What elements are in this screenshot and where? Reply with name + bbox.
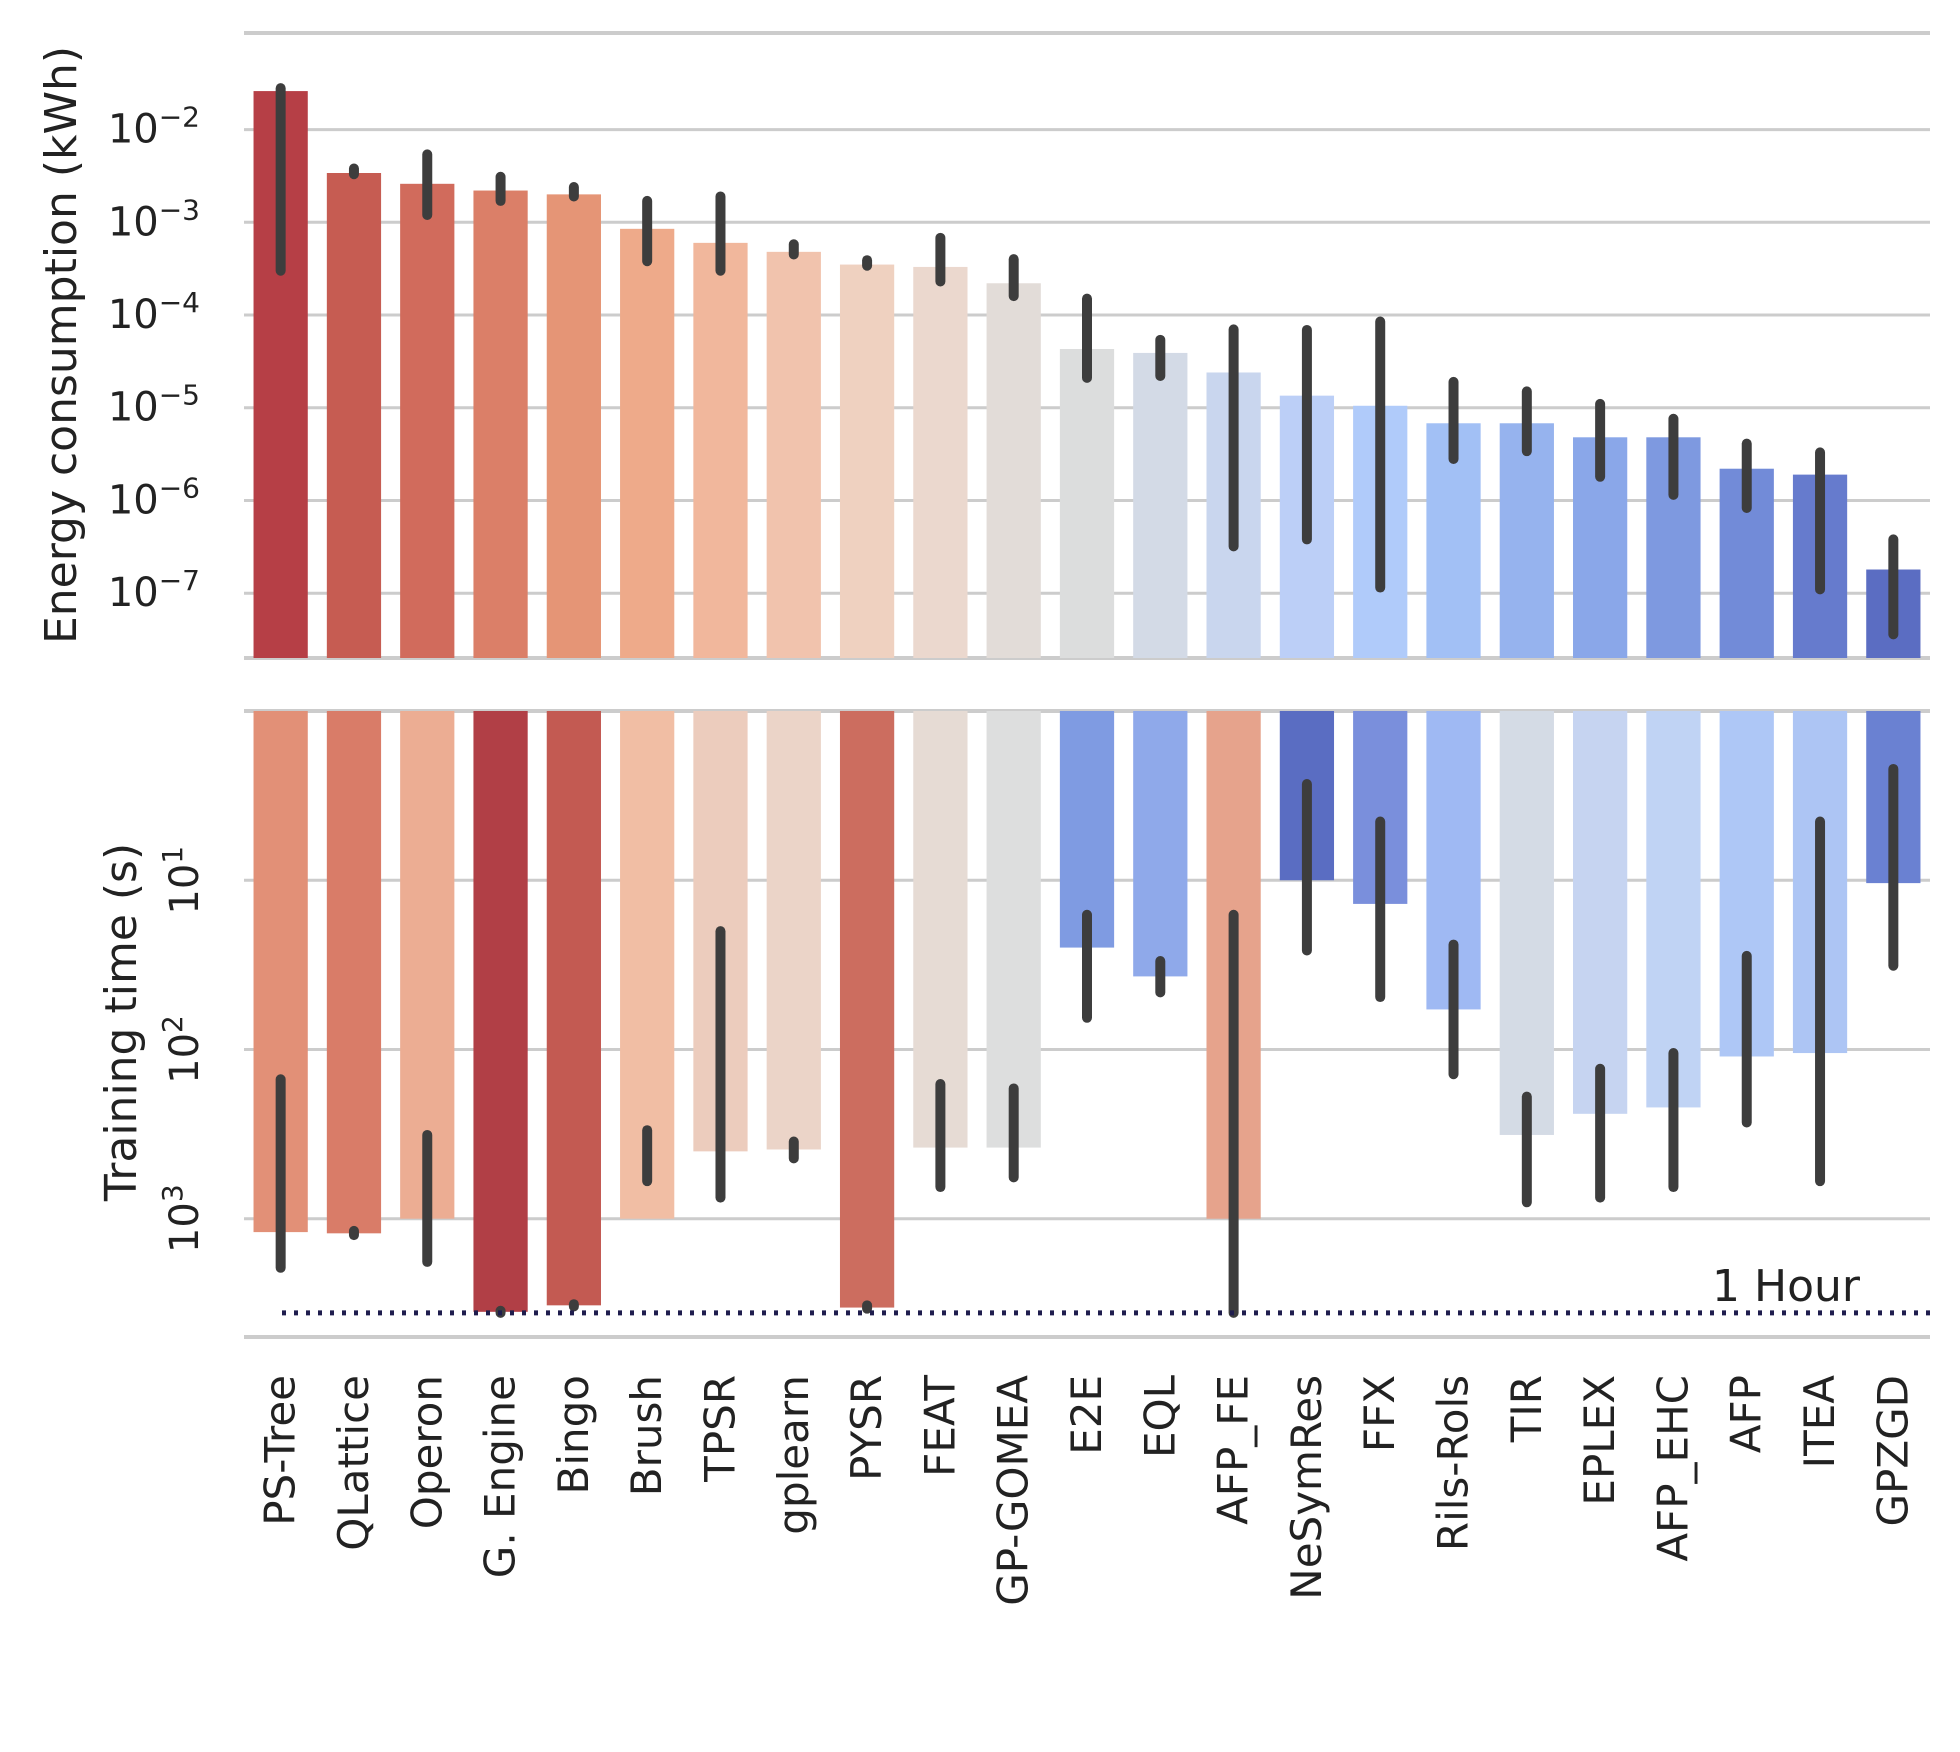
- bar-qlattice: [326, 711, 382, 1234]
- bar-tir: [1499, 423, 1554, 658]
- x-tick-label: FFX: [1355, 1375, 1404, 1452]
- bar-pysr: [839, 711, 895, 1308]
- x-tick-label: TIR: [1502, 1375, 1551, 1443]
- x-tick-label: Rils-Rols: [1429, 1375, 1478, 1551]
- y-axis-label-training-time: Training time (s): [96, 843, 147, 1202]
- bar-gp-gomea: [986, 283, 1041, 658]
- x-tick-label: gplearn: [769, 1375, 818, 1535]
- bar-qlattice: [326, 173, 382, 659]
- bar-g-engine: [473, 711, 528, 1312]
- x-tick-label: Brush: [622, 1375, 671, 1496]
- bar-gp-gomea: [986, 711, 1041, 1148]
- bar-pysr: [839, 264, 895, 658]
- x-tick-label: PYSR: [842, 1375, 891, 1481]
- x-tick-label: EPLEX: [1575, 1375, 1624, 1506]
- y-tick-exponent: −6: [159, 471, 200, 504]
- y-tick-base: 10: [108, 199, 159, 245]
- y-tick-exponent: 1: [156, 846, 189, 864]
- x-tick-label: EQL: [1135, 1374, 1184, 1458]
- y-tick-label: 103: [156, 1184, 208, 1253]
- bar-bingo: [546, 194, 601, 658]
- y-tick-base: 10: [108, 477, 159, 523]
- bar-e2e: [1059, 711, 1115, 948]
- x-tick-label: G. Engine: [476, 1375, 525, 1578]
- x-tick-label: GP-GOMEA: [989, 1375, 1038, 1606]
- bar-eplex: [1573, 711, 1628, 1114]
- bar-eql: [1133, 711, 1188, 977]
- x-tick-label: PS-Tree: [256, 1375, 305, 1526]
- y-tick-exponent: 2: [156, 1015, 189, 1033]
- x-tick-label: AFP_EHC: [1648, 1375, 1697, 1562]
- bar-tpsr: [693, 242, 748, 659]
- bar-brush: [620, 228, 675, 658]
- x-tick-label: Operon: [402, 1375, 451, 1529]
- y-tick-base: 10: [108, 292, 159, 338]
- y-tick-exponent: −5: [159, 379, 200, 412]
- bar-tir: [1499, 711, 1554, 1135]
- y-tick-base: 10: [162, 1033, 208, 1084]
- y-tick-base: 10: [162, 1202, 208, 1253]
- y-tick-label: 10−6: [108, 471, 200, 523]
- bar-afp-ehc: [1646, 711, 1701, 1108]
- x-tick-label: AFP: [1722, 1375, 1771, 1453]
- y-tick-label: 10−4: [108, 286, 200, 338]
- x-tick-label: ITEA: [1795, 1375, 1844, 1469]
- y-tick-exponent: −2: [159, 101, 200, 134]
- y-tick-label: 10−5: [108, 379, 200, 431]
- x-tick-label: AFP_FE: [1209, 1375, 1258, 1525]
- y-tick-exponent: −3: [159, 193, 200, 226]
- x-tick-label: GPZGD: [1868, 1375, 1917, 1527]
- bar-operon: [400, 183, 455, 659]
- y-tick-exponent: 3: [156, 1184, 189, 1202]
- y-tick-exponent: −4: [159, 286, 200, 319]
- bar-gplearn: [766, 251, 821, 658]
- y-axis-label-energy: Energy consumption (kWh): [36, 46, 87, 644]
- x-tick-label: FEAT: [915, 1375, 964, 1477]
- bar-bingo: [546, 711, 601, 1306]
- y-tick-label: 102: [156, 1015, 208, 1084]
- x-tick-label: QLattice: [329, 1375, 378, 1551]
- x-tick-label: E2E: [1062, 1375, 1111, 1455]
- x-tick-label: Bingo: [549, 1375, 598, 1494]
- y-tick-exponent: −7: [159, 564, 200, 597]
- x-tick-label: NeSymRes: [1282, 1375, 1331, 1600]
- x-axis-category-labels: PS-Tree QLattice Operon G. Engine Bingo Brush…: [256, 1374, 1918, 1605]
- y-tick-base: 10: [162, 864, 208, 915]
- y-tick-base: 10: [108, 385, 159, 431]
- y-tick-label: 10−7: [108, 564, 200, 616]
- x-tick-label: TPSR: [695, 1375, 744, 1483]
- y-tick-base: 10: [108, 107, 159, 153]
- bar-e2e: [1059, 348, 1115, 658]
- bar-g-engine: [473, 190, 528, 658]
- bar-eql: [1133, 352, 1188, 658]
- bar-feat: [913, 266, 968, 658]
- bar-feat: [913, 711, 968, 1148]
- y-tick-label: 10−3: [108, 193, 200, 245]
- y-tick-label: 10−2: [108, 101, 200, 153]
- one-hour-label: 1 Hour: [1712, 1261, 1861, 1312]
- y-tick-base: 10: [108, 570, 159, 616]
- y-tick-label: 101: [156, 846, 208, 915]
- bar-gplearn: [766, 711, 821, 1150]
